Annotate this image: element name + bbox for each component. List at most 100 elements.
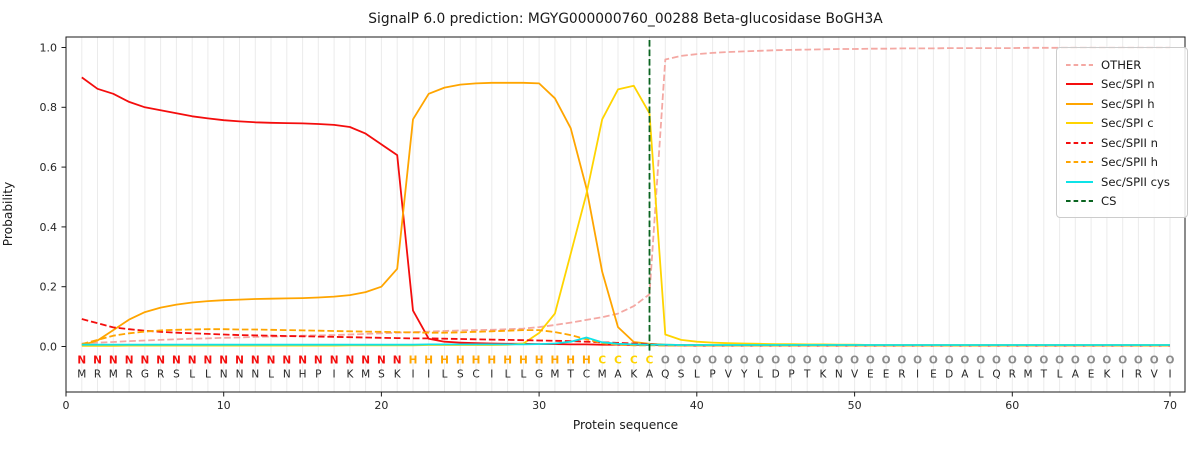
region-letter: N bbox=[109, 355, 118, 367]
region-letter: O bbox=[677, 355, 686, 367]
sequence-letter: A bbox=[646, 369, 654, 381]
sequence-letter: N bbox=[835, 369, 843, 381]
legend-line-sample bbox=[1066, 102, 1093, 105]
region-letter: N bbox=[298, 355, 307, 367]
legend-label: OTHER bbox=[1101, 57, 1142, 72]
region-letter: O bbox=[1134, 355, 1143, 367]
region-letter: N bbox=[251, 355, 260, 367]
legend-item-sec-spi-n: Sec/SPI n bbox=[1066, 75, 1178, 95]
sequence-letter: R bbox=[125, 369, 132, 381]
series-sec-spii-cys bbox=[81, 336, 1170, 346]
region-letter: N bbox=[125, 355, 134, 367]
region-letter: N bbox=[330, 355, 339, 367]
sequence-letter: L bbox=[442, 369, 448, 381]
sequence-letter: I bbox=[1168, 369, 1171, 381]
legend-item-cs: CS bbox=[1066, 192, 1178, 212]
region-letter: O bbox=[1166, 355, 1175, 367]
sequence-letter: S bbox=[378, 369, 385, 381]
region-letter: H bbox=[535, 355, 544, 367]
sequence-letter: R bbox=[1009, 369, 1016, 381]
x-tick-label: 60 bbox=[1005, 399, 1019, 412]
sequence-letter: K bbox=[1103, 369, 1111, 381]
region-letter: O bbox=[1024, 355, 1033, 367]
sequence-letter: R bbox=[94, 369, 101, 381]
region-letter: H bbox=[424, 355, 433, 367]
region-letter: H bbox=[582, 355, 591, 367]
legend-line-sample bbox=[1066, 122, 1093, 125]
region-letter: O bbox=[1087, 355, 1096, 367]
sequence-letter: C bbox=[583, 369, 590, 381]
sequence-letter: S bbox=[678, 369, 685, 381]
chart-title: SignalP 6.0 prediction: MGYG000000760_00… bbox=[368, 11, 883, 27]
region-letter: O bbox=[661, 355, 670, 367]
sequence-letter: C bbox=[472, 369, 479, 381]
region-letter: C bbox=[630, 355, 638, 367]
sequence-letter: I bbox=[490, 369, 493, 381]
sequence-letter: M bbox=[361, 369, 370, 381]
sequence-letter: Y bbox=[740, 369, 748, 381]
sequence-letter: M bbox=[77, 369, 86, 381]
sequence-letter: E bbox=[930, 369, 937, 381]
series-other bbox=[81, 46, 1170, 345]
sequence-letter: D bbox=[772, 369, 780, 381]
region-letter: O bbox=[960, 355, 969, 367]
y-tick-label: 0.8 bbox=[40, 101, 58, 114]
sequence-letter: A bbox=[961, 369, 969, 381]
region-letter: N bbox=[156, 355, 165, 367]
y-tick-label: 0.6 bbox=[40, 161, 58, 174]
legend-label: Sec/SPII cys bbox=[1101, 174, 1170, 189]
sequence-letter: K bbox=[630, 369, 638, 381]
legend-item-sec-spii-cys: Sec/SPII cys bbox=[1066, 172, 1178, 192]
y-tick-label: 0.2 bbox=[40, 281, 58, 294]
legend-line-sample bbox=[1066, 63, 1093, 66]
region-letter: N bbox=[204, 355, 213, 367]
legend-line-sample bbox=[1066, 161, 1093, 164]
region-letter: O bbox=[1055, 355, 1064, 367]
region-letter: N bbox=[219, 355, 228, 367]
region-letter: N bbox=[377, 355, 386, 367]
legend-line-sample bbox=[1066, 141, 1093, 144]
region-letter: N bbox=[188, 355, 197, 367]
sequence-letter: L bbox=[189, 369, 195, 381]
legend-label: CS bbox=[1101, 194, 1117, 209]
sequence-letter: Q bbox=[661, 369, 669, 381]
sequence-letter: T bbox=[1040, 369, 1048, 381]
sequence-letter: S bbox=[173, 369, 180, 381]
legend-line-sample bbox=[1066, 200, 1093, 203]
x-tick-label: 40 bbox=[690, 399, 704, 412]
sequence-letter: Q bbox=[992, 369, 1000, 381]
region-letter: N bbox=[141, 355, 150, 367]
sequence-letter: V bbox=[1151, 369, 1159, 381]
sequence-letter: K bbox=[820, 369, 828, 381]
region-letter: O bbox=[819, 355, 828, 367]
region-letter: O bbox=[1039, 355, 1048, 367]
series-sec-spi-c bbox=[81, 84, 1170, 347]
legend-label: Sec/SPII h bbox=[1101, 155, 1158, 170]
region-letter: C bbox=[646, 355, 654, 367]
sequence-letter: K bbox=[394, 369, 402, 381]
legend: OTHER Sec/SPI n Sec/SPI h Sec/SPI c Sec/SPII… bbox=[1056, 47, 1188, 218]
region-letter: H bbox=[440, 355, 449, 367]
sequence-letter: K bbox=[346, 369, 354, 381]
x-tick-label: 0 bbox=[63, 399, 70, 412]
sequence-letter: T bbox=[803, 369, 811, 381]
region-letter: N bbox=[235, 355, 244, 367]
region-letter: N bbox=[93, 355, 102, 367]
region-letter: O bbox=[724, 355, 733, 367]
region-letter: O bbox=[866, 355, 875, 367]
sequence-letter: E bbox=[867, 369, 874, 381]
legend-line-sample bbox=[1066, 180, 1093, 183]
legend-label: Sec/SPI c bbox=[1101, 116, 1154, 131]
region-letter: O bbox=[740, 355, 749, 367]
sequence-letter: P bbox=[709, 369, 715, 381]
sequence-letter: D bbox=[945, 369, 953, 381]
region-letter: N bbox=[361, 355, 370, 367]
sequence-letter: L bbox=[694, 369, 700, 381]
region-letter: O bbox=[803, 355, 812, 367]
sequence-letter: A bbox=[614, 369, 622, 381]
sequence-letter: A bbox=[1072, 369, 1080, 381]
sequence-letter: N bbox=[251, 369, 259, 381]
region-letter: H bbox=[503, 355, 512, 367]
region-letter: O bbox=[929, 355, 938, 367]
sequence-letter: L bbox=[520, 369, 526, 381]
